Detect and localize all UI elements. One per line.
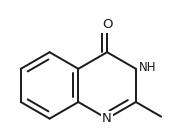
- Text: O: O: [102, 18, 112, 31]
- Text: N: N: [102, 112, 112, 125]
- Text: NH: NH: [139, 61, 157, 74]
